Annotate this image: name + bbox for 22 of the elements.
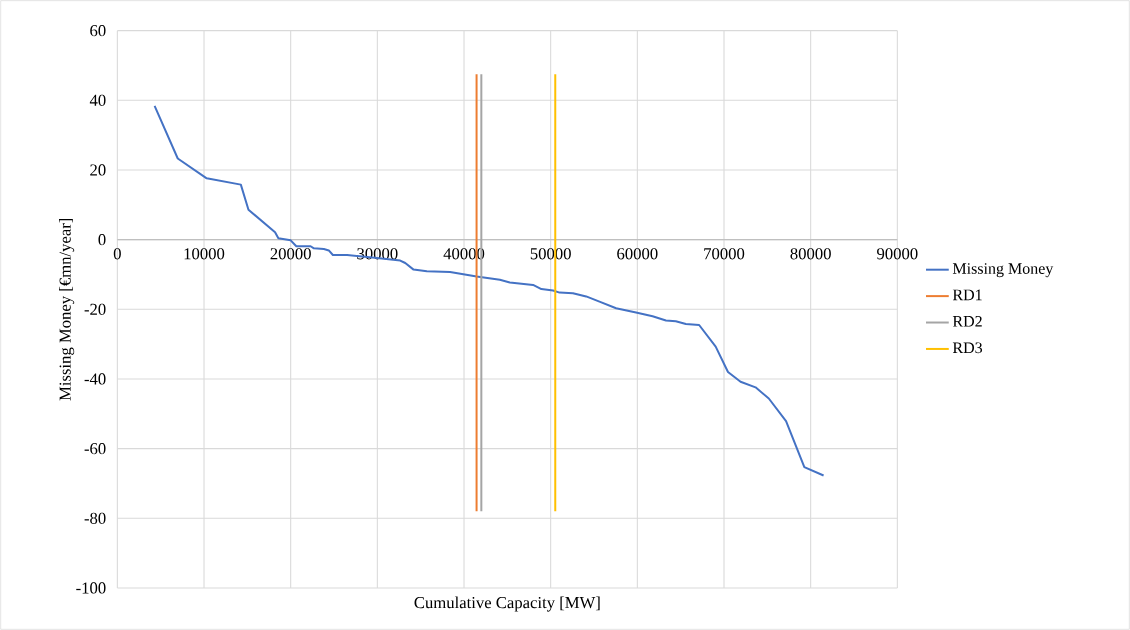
x-tick-label: 10000 bbox=[184, 248, 225, 260]
y-tick-label: -20 bbox=[84, 303, 106, 315]
x-tick-label: 70000 bbox=[704, 248, 745, 260]
legend-label: RD1 bbox=[952, 289, 982, 301]
y-tick-label: 60 bbox=[90, 25, 106, 37]
x-tick-label: 90000 bbox=[877, 248, 918, 260]
legend-label: RD2 bbox=[952, 315, 982, 327]
y-tick-label: -40 bbox=[84, 373, 106, 385]
x-axis-title: Cumulative Capacity [MW] bbox=[414, 596, 600, 612]
y-tick-label: 40 bbox=[89, 94, 106, 106]
x-tick-label: 60000 bbox=[617, 248, 658, 260]
y-tick-label: -60 bbox=[84, 443, 106, 455]
legend-label: RD3 bbox=[952, 342, 983, 354]
y-tick-label: 0 bbox=[98, 234, 106, 246]
x-tick-label: 80000 bbox=[790, 248, 831, 260]
x-tick-label: 0 bbox=[113, 248, 121, 260]
legend-label: Missing Money bbox=[952, 263, 1054, 278]
y-axis-title: Missing Money [€mn/year] bbox=[59, 218, 75, 401]
y-tick-label: 20 bbox=[90, 164, 106, 176]
y-tick-label: -100 bbox=[76, 582, 106, 594]
y-tick-label: -80 bbox=[84, 512, 106, 524]
x-tick-label: 20000 bbox=[270, 248, 311, 260]
